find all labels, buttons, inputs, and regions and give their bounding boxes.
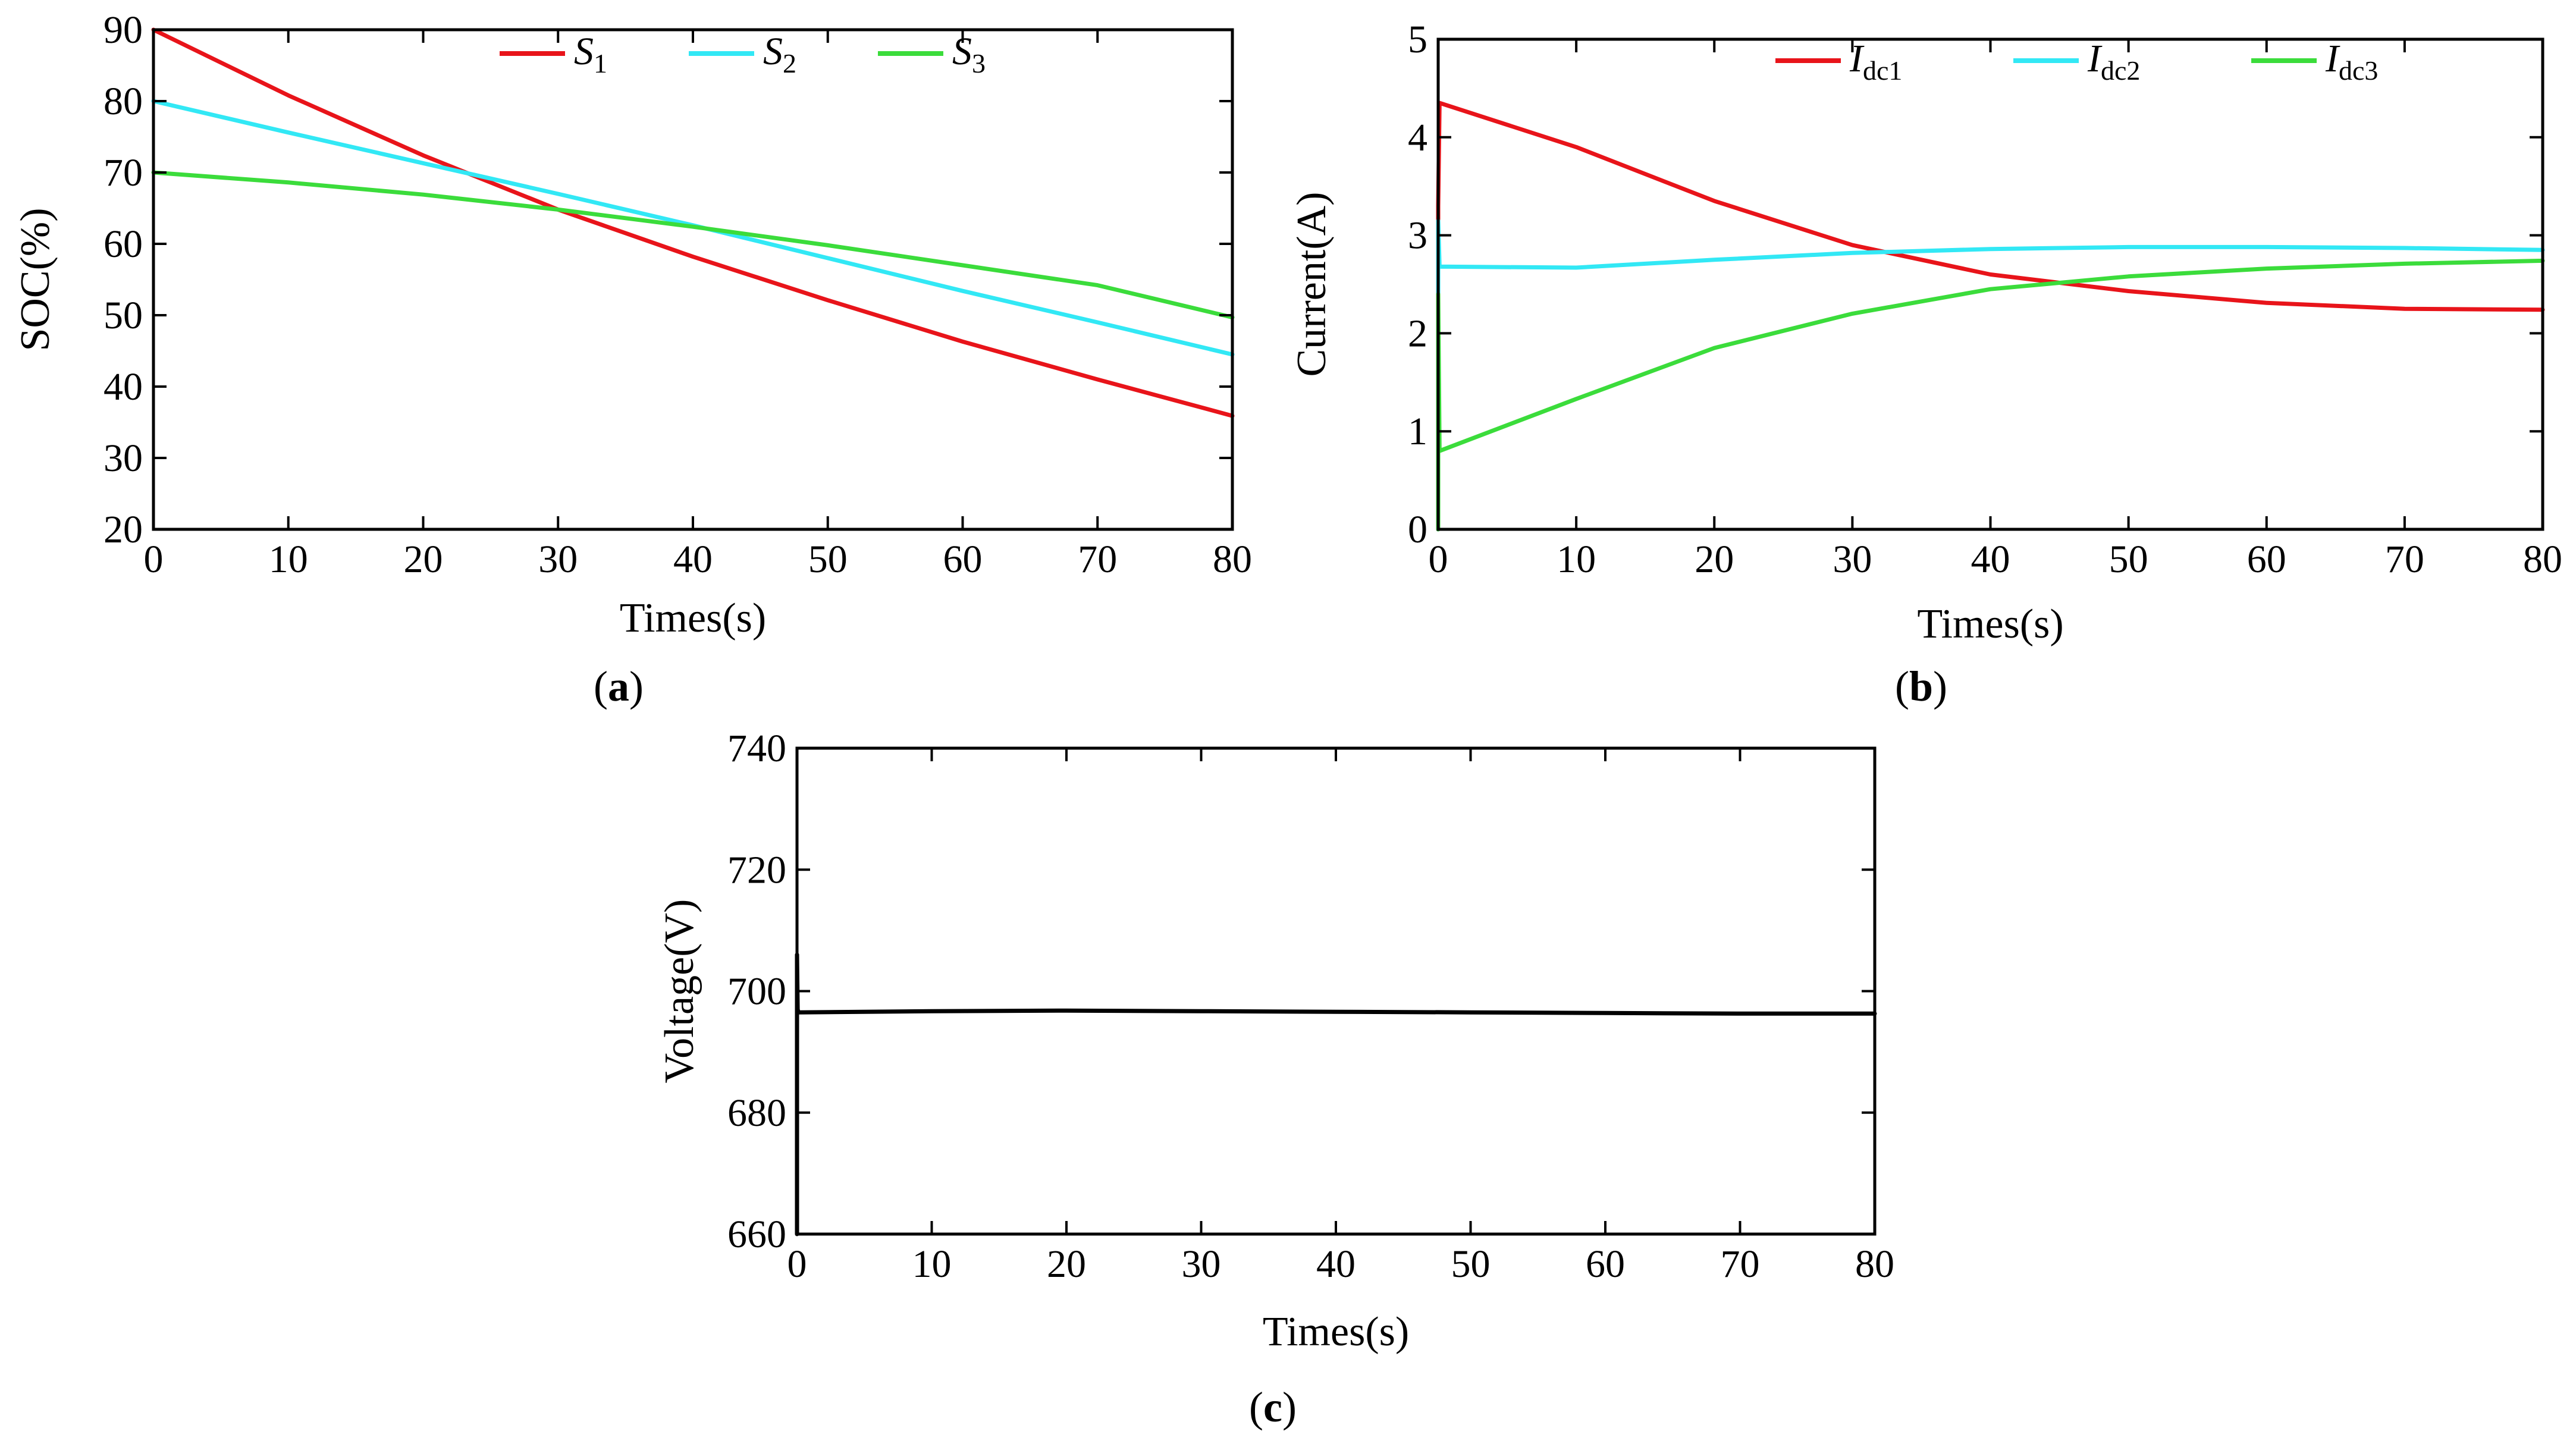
x-tick-label: 40 [1971,538,2010,581]
x-axis-title: Times(s) [1917,601,2063,647]
y-tick-label: 30 [103,437,143,480]
plot-frame [1436,37,2544,531]
legend-label: S3 [952,30,986,79]
x-tick-label: 0 [1429,538,1448,581]
y-tick-label: 660 [727,1213,786,1256]
y-axis-title: Current(A) [1289,192,1335,376]
legend-label: S1 [574,30,607,79]
y-tick-label: 700 [727,970,786,1013]
x-tick-label: 60 [2247,538,2286,581]
x-tick-label: 70 [1078,538,1117,581]
legend-label-sub: dc2 [2101,55,2140,86]
panel-label: (a) [594,663,644,710]
legend-label-sub: dc3 [2339,55,2378,86]
y-tick-label: 3 [1408,214,1427,258]
x-tick-label: 30 [1182,1242,1221,1286]
x-tick-label: 10 [912,1242,952,1286]
legend-label: Idc1 [1849,37,1902,86]
x-tick-label: 30 [1833,538,1872,581]
y-tick-label: 40 [103,365,143,409]
plot-frame [795,746,1877,1236]
y-tick-label: 20 [103,508,143,551]
legend-label-main: S [763,30,783,73]
panel-b-current-chart: 0 10 20 30 40 50 60 70 80 0 1 2 3 4 5 Times(s) Current(A… [1289,18,2562,710]
x-tick-label: 10 [269,538,308,581]
x-tick-label: 20 [1047,1242,1086,1286]
series-line-s1 [151,27,1235,418]
y-tick-label: 2 [1408,312,1427,355]
legend: Idc1 Idc2 Idc3 [1775,37,2378,86]
y-tick-label: 1 [1408,410,1427,453]
x-tick-label: 60 [943,538,983,581]
legend-label: S2 [763,30,796,79]
series-group [795,952,1877,1236]
x-axis-title: Times(s) [1263,1309,1409,1355]
series-group [1436,101,2545,532]
x-tick-label: 60 [1586,1242,1625,1286]
legend-label-sub: 1 [594,48,607,79]
series-line-s3 [151,170,1235,320]
y-tick-label: 5 [1408,18,1427,61]
x-tick-label: 30 [538,538,578,581]
x-tick-label: 50 [1451,1242,1491,1286]
x-axis-title: Times(s) [620,595,766,641]
x-tick-label: 40 [673,538,713,581]
legend-label-main: S [574,30,594,73]
panel-letter: b [1909,663,1933,710]
y-axis-title: Voltage(V) [657,899,702,1084]
legend: S1 S2 S3 [500,30,986,79]
x-tick-label: 20 [404,538,443,581]
x-tick-label: 20 [1695,538,1734,581]
series-line-idc3 [1436,258,2545,532]
x-tick-label: 80 [2523,538,2562,581]
x-tick-label: 80 [1855,1242,1894,1286]
series-line-voltage [795,952,1877,1236]
panel-a-soc-chart: 0 10 20 30 40 50 60 70 80 20 30 40 50 60 70 80 90 Times(s… [12,8,1252,710]
panel-label: (c) [1249,1383,1297,1431]
legend-label: Idc2 [2087,37,2140,86]
x-tick-label: 40 [1316,1242,1356,1286]
legend-label-sub: dc1 [1863,55,1902,86]
legend-label-sub: 3 [972,48,986,79]
x-tick-label: 70 [1721,1242,1760,1286]
legend-label-sub: 2 [783,48,796,79]
y-tick-label: 0 [1408,508,1427,551]
legend-label-main: I [2087,37,2103,80]
y-tick-label: 4 [1408,116,1427,159]
y-tick-label: 50 [103,294,143,337]
legend-label-main: I [1849,37,1865,80]
y-tick-label: 740 [727,727,786,770]
y-tick-label: 680 [727,1091,786,1135]
y-tick-label: 60 [103,222,143,266]
series-line-idc2 [1436,218,2545,532]
x-tick-label: 0 [144,538,164,581]
y-tick-label: 720 [727,848,786,892]
x-tick-label: 80 [1213,538,1252,581]
y-tick-label: 90 [103,8,143,52]
panel-c-voltage-chart: 0 10 20 30 40 50 60 70 80 660 680 700 720 740 Times(s)… [657,727,1894,1431]
y-tick-label: 70 [103,151,143,194]
legend-label-main: I [2325,37,2340,80]
x-tick-label: 10 [1557,538,1596,581]
panel-letter: a [608,663,629,710]
y-tick-label: 80 [103,80,143,123]
series-line-idc1 [1436,101,2545,532]
series-group [151,27,1235,418]
x-tick-label: 50 [2109,538,2148,581]
x-tick-label: 0 [787,1242,807,1286]
x-tick-label: 70 [2385,538,2424,581]
y-axis-title: SOC(%) [12,208,58,351]
legend-label: Idc3 [2325,37,2378,86]
x-tick-label: 50 [808,538,848,581]
legend-label-main: S [952,30,972,73]
panel-letter: c [1263,1383,1282,1431]
panel-label: (b) [1895,663,1947,710]
